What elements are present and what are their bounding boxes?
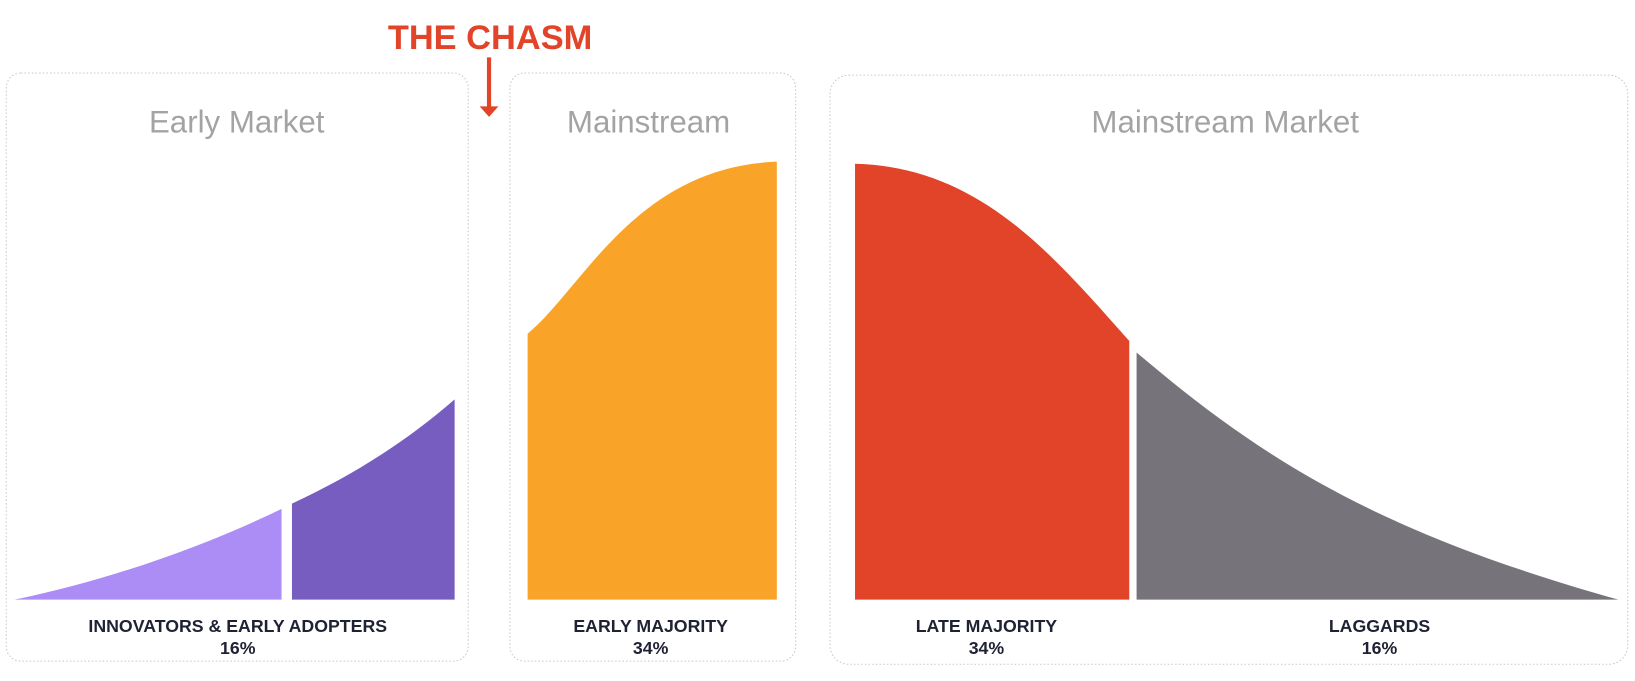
segment-share: 16% [220,638,256,658]
segment-label: EARLY MAJORITY [573,616,728,636]
panel-frame [509,72,797,662]
panel-title: Mainstream Market [1091,104,1359,139]
segment-share: 34% [633,638,669,658]
segment-label: INNOVATORS & EARLY ADOPTERS [88,616,387,636]
early-majority-area [527,161,777,600]
segment-share: 16% [1362,638,1398,658]
panel-frame [5,72,469,662]
chasm-arrow-head [479,106,499,117]
late-majority-area [855,163,1130,600]
innovators-area [14,508,282,600]
panel-frame [829,74,1629,665]
segment-label: LATE MAJORITY [916,616,1058,636]
panel-title: Early Market [149,104,325,139]
laggards-area [1136,352,1619,600]
segment-share: 34% [969,638,1005,658]
panel-title: Mainstream [567,104,730,139]
chasm-label: THE CHASM [388,19,593,57]
segment-label: LAGGARDS [1329,616,1431,636]
early-adopters-area [291,399,455,600]
